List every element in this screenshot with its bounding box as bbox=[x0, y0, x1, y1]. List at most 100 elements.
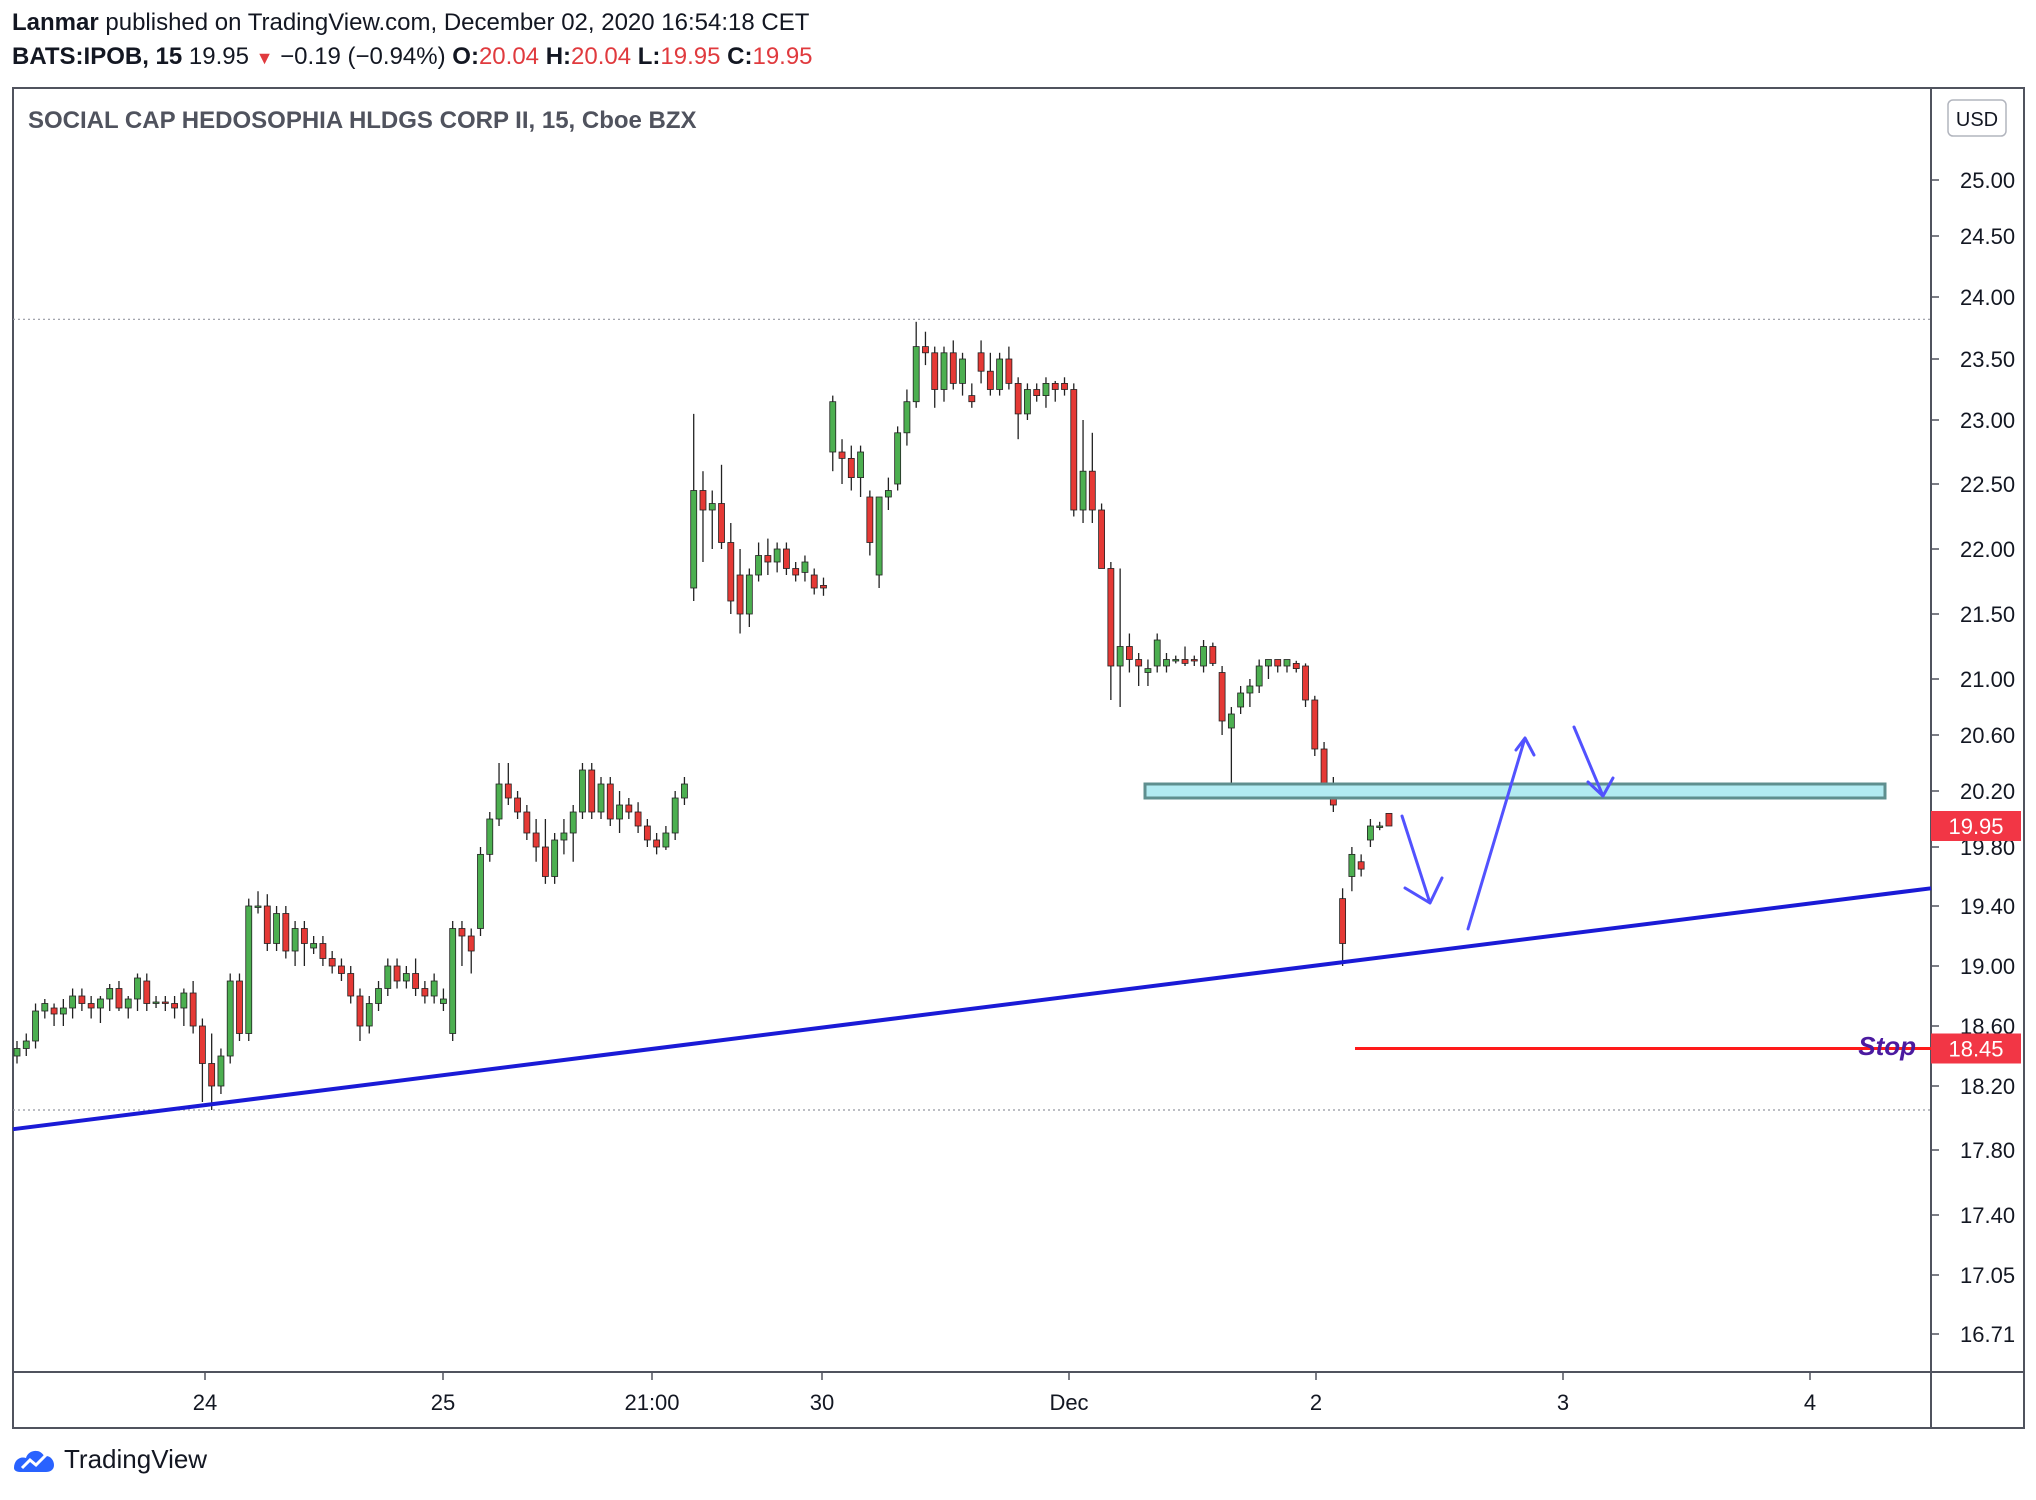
low-value: 19.95 bbox=[660, 43, 721, 70]
candle-down bbox=[50, 1007, 58, 1015]
candle-up bbox=[1227, 713, 1235, 729]
stop-price-tag-label: 18.45 bbox=[1948, 1037, 2003, 1062]
y-tick-label: 25.00 bbox=[1960, 168, 2015, 193]
candle-down bbox=[847, 457, 855, 478]
candle-down bbox=[1385, 813, 1393, 827]
candle-down bbox=[1292, 663, 1300, 670]
candle-up bbox=[579, 769, 586, 813]
candle-up bbox=[1348, 853, 1356, 877]
candle-down bbox=[625, 804, 633, 813]
candle-down bbox=[1190, 659, 1198, 662]
candle-down bbox=[523, 811, 531, 834]
candle-down bbox=[653, 839, 661, 848]
currency-button[interactable] bbox=[1947, 99, 2007, 137]
candle-down bbox=[588, 769, 596, 813]
low-label: L: bbox=[637, 43, 661, 70]
candle-down bbox=[699, 490, 707, 511]
triangle-down-icon: ▼ bbox=[255, 48, 274, 68]
candle-up bbox=[245, 905, 253, 1034]
candle-up bbox=[894, 432, 902, 485]
candle-down bbox=[1135, 659, 1143, 667]
candle-down bbox=[532, 832, 540, 848]
candle-down bbox=[236, 980, 243, 1034]
candle-up bbox=[1246, 685, 1254, 694]
y-tick-label: 23.00 bbox=[1960, 408, 2015, 433]
y-tick-label: 22.00 bbox=[1960, 537, 2015, 562]
y-tick-label: 18.20 bbox=[1960, 1074, 2015, 1099]
candle-down bbox=[764, 555, 772, 563]
candle-down bbox=[338, 965, 345, 974]
candle-up bbox=[801, 561, 809, 573]
candle-up bbox=[903, 401, 911, 434]
x-tick-label: Dec bbox=[1049, 1390, 1088, 1415]
arrow-up bbox=[1466, 736, 1536, 931]
y-tick-label: 23.50 bbox=[1960, 347, 2015, 372]
candle-up bbox=[449, 928, 457, 1034]
open-label: O: bbox=[452, 43, 479, 70]
candle-up bbox=[291, 928, 299, 952]
published-text: published on TradingView.com, December 0… bbox=[105, 9, 810, 36]
candle-down bbox=[1339, 898, 1347, 944]
candle-down bbox=[986, 370, 994, 390]
candle-down bbox=[1014, 382, 1022, 415]
candle-down bbox=[1033, 389, 1041, 396]
candle-up bbox=[662, 832, 670, 848]
candle-down bbox=[1311, 699, 1319, 750]
candle-up bbox=[384, 965, 392, 989]
candle-up bbox=[1163, 659, 1170, 667]
candle-up bbox=[829, 401, 837, 453]
candle-down bbox=[968, 395, 976, 403]
footer-brand[interactable]: TradingView bbox=[64, 1444, 208, 1474]
candle-up bbox=[996, 358, 1004, 390]
candle-up bbox=[569, 811, 577, 834]
candle-down bbox=[977, 352, 985, 372]
candle-down bbox=[514, 797, 521, 813]
candle-up bbox=[940, 352, 948, 390]
candle-down bbox=[727, 542, 735, 602]
candle-down bbox=[783, 548, 790, 569]
close-label: C: bbox=[727, 43, 753, 70]
arrow-down-2 bbox=[1572, 725, 1615, 798]
ohlc-line: BATS:IPOB, 15 19.95 ▼ −0.19 (−0.94%) O:2… bbox=[12, 40, 813, 75]
candle-down bbox=[931, 352, 939, 390]
candle-up bbox=[32, 1010, 39, 1042]
candle-up bbox=[671, 797, 679, 834]
candle-up bbox=[857, 451, 864, 479]
author-name[interactable]: Lanmar bbox=[12, 9, 99, 36]
candle-up bbox=[375, 988, 382, 1004]
candle-down bbox=[541, 846, 549, 877]
y-tick-label: 21.50 bbox=[1960, 602, 2015, 627]
candle-down bbox=[643, 825, 651, 841]
candle-up bbox=[1255, 665, 1263, 687]
candle-down bbox=[263, 905, 271, 944]
tradingview-logo-icon bbox=[14, 1450, 54, 1472]
y-tick-label: 17.40 bbox=[1960, 1203, 2015, 1228]
y-tick-label: 21.00 bbox=[1960, 667, 2015, 692]
candle-down bbox=[300, 928, 308, 944]
chart-header: Lanmar published on TradingView.com, Dec… bbox=[12, 6, 813, 75]
close-value: 19.95 bbox=[752, 43, 813, 70]
candle-up bbox=[1042, 382, 1050, 396]
arrow-down-1 bbox=[1400, 814, 1444, 905]
candle-up bbox=[22, 1040, 30, 1049]
candle-down bbox=[1107, 568, 1115, 667]
candle-down bbox=[820, 585, 827, 589]
candle-up bbox=[217, 1055, 225, 1087]
candle-up bbox=[152, 1001, 160, 1004]
candle-down bbox=[634, 811, 642, 827]
candle-down bbox=[1218, 672, 1226, 722]
symbol-label[interactable]: BATS:IPOB, 15 bbox=[12, 43, 183, 70]
x-tick-label: 24 bbox=[193, 1390, 217, 1415]
candle-down bbox=[143, 980, 151, 1004]
candle-up bbox=[884, 490, 892, 498]
candle-down bbox=[866, 496, 874, 543]
candle-up bbox=[1200, 646, 1207, 667]
candle-up bbox=[1237, 692, 1245, 708]
candle-up bbox=[708, 503, 716, 511]
candle-up bbox=[430, 980, 438, 997]
x-tick-label: 25 bbox=[431, 1390, 455, 1415]
y-tick-label: 22.50 bbox=[1960, 472, 2015, 497]
candle-up bbox=[875, 496, 883, 576]
candle-up bbox=[477, 853, 484, 929]
